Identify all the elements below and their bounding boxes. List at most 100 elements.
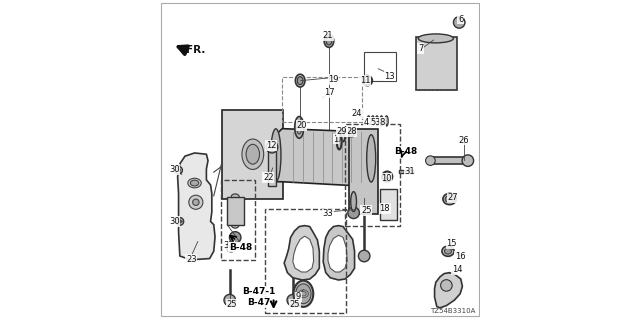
Text: 31: 31 [404, 167, 415, 176]
Polygon shape [380, 189, 397, 220]
Circle shape [178, 220, 182, 223]
Bar [399, 170, 413, 173]
Text: 32: 32 [223, 241, 234, 250]
Bar [345, 124, 400, 226]
Polygon shape [323, 226, 355, 280]
Circle shape [440, 280, 452, 291]
Ellipse shape [295, 74, 305, 87]
Text: 26: 26 [459, 136, 469, 145]
Ellipse shape [385, 116, 388, 126]
Text: 7: 7 [418, 44, 424, 53]
Text: 15: 15 [447, 239, 457, 248]
Ellipse shape [445, 196, 454, 203]
Circle shape [358, 250, 370, 262]
Text: 14: 14 [452, 265, 462, 274]
Text: 23: 23 [186, 255, 196, 264]
Circle shape [175, 166, 182, 174]
Polygon shape [284, 226, 319, 280]
Ellipse shape [443, 193, 456, 205]
Text: 4: 4 [364, 118, 369, 127]
Ellipse shape [231, 221, 239, 228]
Polygon shape [292, 236, 314, 272]
Bar [416, 37, 457, 90]
Text: 22: 22 [263, 173, 273, 182]
Text: 19: 19 [328, 75, 339, 84]
Text: 27: 27 [447, 193, 458, 202]
Circle shape [176, 218, 184, 225]
Text: 28: 28 [346, 127, 356, 136]
Circle shape [189, 195, 203, 209]
Circle shape [287, 294, 298, 306]
Text: 2: 2 [367, 118, 372, 127]
Ellipse shape [246, 144, 260, 164]
Ellipse shape [297, 76, 303, 84]
Bar [349, 129, 378, 214]
Bar [430, 157, 468, 164]
Circle shape [224, 294, 236, 306]
Ellipse shape [351, 192, 356, 212]
Ellipse shape [294, 116, 304, 138]
Text: 18: 18 [380, 204, 390, 213]
Text: 29: 29 [337, 127, 347, 136]
Ellipse shape [419, 34, 453, 43]
Ellipse shape [326, 37, 332, 45]
Ellipse shape [242, 139, 264, 170]
Text: 33: 33 [323, 209, 333, 218]
Bar [221, 180, 255, 260]
Polygon shape [275, 129, 374, 186]
Ellipse shape [371, 116, 374, 126]
Text: 3: 3 [374, 118, 380, 127]
Text: 10: 10 [381, 174, 392, 183]
Bar [265, 209, 346, 313]
Text: 20: 20 [296, 121, 307, 130]
Ellipse shape [297, 121, 302, 134]
Circle shape [348, 207, 360, 219]
Text: B-47-1: B-47-1 [242, 287, 275, 296]
Circle shape [426, 156, 435, 165]
Text: B-48: B-48 [394, 147, 417, 156]
Ellipse shape [380, 116, 383, 126]
Circle shape [266, 141, 278, 153]
Circle shape [230, 232, 241, 243]
Text: 21: 21 [323, 31, 333, 40]
Text: 17: 17 [324, 88, 334, 97]
Text: 16: 16 [455, 252, 465, 261]
Text: B-48: B-48 [229, 243, 252, 252]
Ellipse shape [442, 246, 454, 256]
Text: 5: 5 [370, 118, 376, 127]
Text: 30: 30 [169, 217, 180, 226]
Ellipse shape [231, 194, 239, 200]
Text: 24: 24 [351, 109, 362, 118]
Text: 6: 6 [458, 15, 463, 24]
Text: B-47: B-47 [247, 298, 270, 307]
Polygon shape [178, 153, 215, 260]
Bar [227, 197, 244, 225]
Ellipse shape [271, 129, 281, 181]
Text: 8: 8 [380, 118, 385, 127]
Circle shape [177, 169, 180, 172]
Polygon shape [435, 273, 462, 308]
Text: 30: 30 [169, 165, 180, 174]
Text: 25: 25 [290, 300, 300, 309]
Text: 13: 13 [385, 72, 395, 81]
Text: 9: 9 [296, 292, 301, 301]
Circle shape [193, 199, 199, 205]
Polygon shape [328, 235, 347, 272]
Ellipse shape [191, 180, 199, 186]
Ellipse shape [445, 248, 452, 254]
Bar [268, 143, 276, 186]
Bar [364, 52, 396, 81]
Ellipse shape [367, 116, 370, 126]
Text: TZ54B3310A: TZ54B3310A [430, 308, 475, 314]
Ellipse shape [365, 79, 369, 83]
Text: 25: 25 [227, 300, 237, 309]
Bar [223, 110, 283, 199]
Ellipse shape [375, 116, 379, 126]
Text: FR.: FR. [186, 44, 205, 55]
Ellipse shape [188, 178, 201, 188]
Text: 12: 12 [266, 141, 276, 150]
Ellipse shape [367, 135, 376, 182]
Text: 25: 25 [361, 206, 372, 215]
Ellipse shape [293, 281, 314, 307]
Text: 11: 11 [360, 76, 371, 85]
